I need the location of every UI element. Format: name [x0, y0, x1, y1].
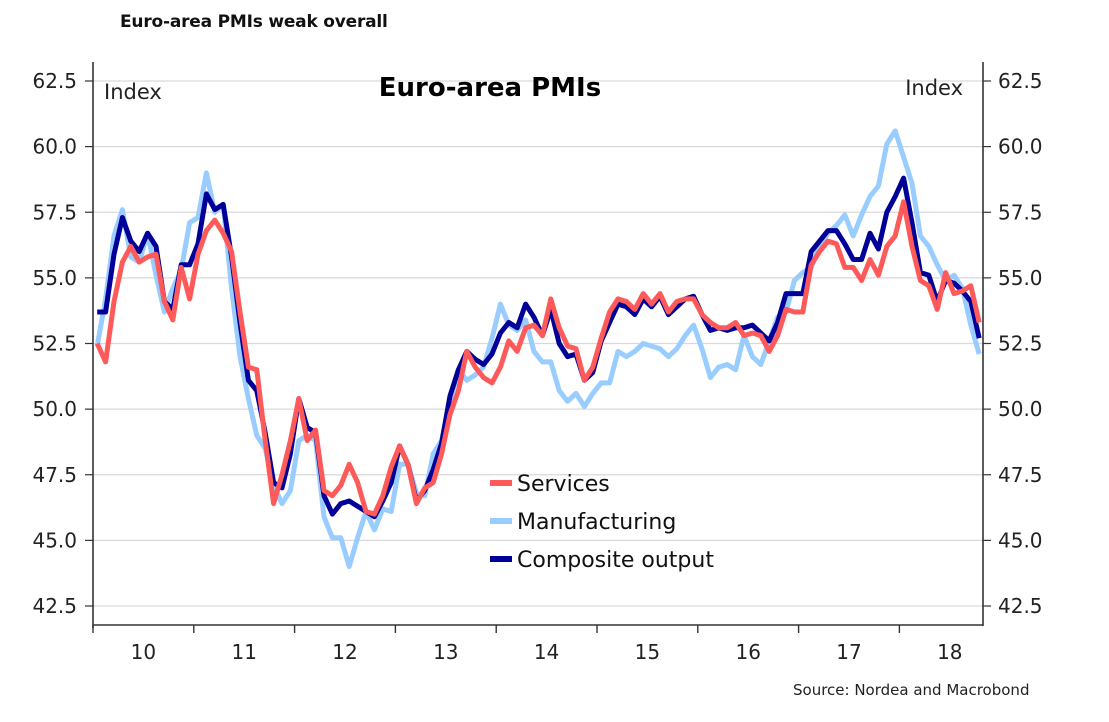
x-tick-label: 14: [534, 640, 559, 664]
y-tick-label-left: 62.5: [32, 69, 77, 93]
axes: [85, 62, 991, 633]
y-tick-label-right: 62.5: [998, 69, 1043, 93]
legend-item-services: Services: [490, 472, 610, 497]
x-tick-label: 11: [231, 640, 256, 664]
y-axis-left-title: Index: [104, 80, 162, 104]
x-tick-label: 10: [131, 640, 156, 664]
y-tick-label-left: 42.5: [32, 594, 77, 618]
y-tick-label-left: 55.0: [32, 266, 77, 290]
gridlines: [93, 80, 983, 607]
y-tick-label-left: 45.0: [32, 528, 77, 552]
series-line-composite: [97, 175, 982, 520]
x-tick-label: 17: [836, 640, 861, 664]
legend-label: Composite output: [517, 548, 714, 573]
y-tick-label-right: 60.0: [998, 135, 1043, 159]
y-tick-label-left: 47.5: [32, 463, 77, 487]
legend-label: Manufacturing: [517, 510, 676, 535]
x-tick-label: 15: [635, 640, 660, 664]
y-tick-label-right: 52.5: [998, 332, 1043, 356]
y-tick-label-left: 50.0: [32, 397, 77, 421]
chart-title: Euro-area PMIs: [379, 73, 601, 103]
x-tick-label: 16: [735, 640, 760, 664]
y-tick-label-right: 57.5: [998, 200, 1043, 224]
series-line-services: [94, 199, 982, 517]
y-tick-label-left: 52.5: [32, 332, 77, 356]
y-tick-label-right: 45.0: [998, 528, 1043, 552]
y-tick-label-left: 57.5: [32, 200, 77, 224]
x-tick-label: 18: [937, 640, 962, 664]
legend: Services Manufacturing Composite output: [490, 472, 714, 573]
y-axis-right-labels: 62.5 60.0 57.5 55.0 52.5 50.0 47.5 45.0 42.5: [998, 69, 1043, 618]
page-heading: Euro-area PMIs weak overall: [120, 12, 388, 32]
x-tick-label: 13: [433, 640, 458, 664]
series-lines: [94, 128, 982, 570]
legend-item-manufacturing: Manufacturing: [490, 510, 676, 535]
series-line-manufacturing: [94, 128, 982, 570]
legend-item-composite: Composite output: [490, 548, 714, 573]
y-tick-label-left: 60.0: [32, 135, 77, 159]
legend-label: Services: [517, 472, 610, 497]
y-tick-label-right: 50.0: [998, 397, 1043, 421]
x-axis-labels: 10 11 12 13 14 15 16 17 18: [131, 640, 963, 664]
y-axis-right-title: Index: [905, 76, 963, 100]
source-note: Source: Nordea and Macrobond: [793, 681, 1030, 699]
y-tick-label-right: 42.5: [998, 594, 1043, 618]
y-tick-label-right: 47.5: [998, 463, 1043, 487]
y-tick-label-right: 55.0: [998, 266, 1043, 290]
y-axis-left-labels: 62.5 60.0 57.5 55.0 52.5 50.0 47.5 45.0 42.5: [32, 69, 77, 618]
x-tick-label: 12: [332, 640, 357, 664]
